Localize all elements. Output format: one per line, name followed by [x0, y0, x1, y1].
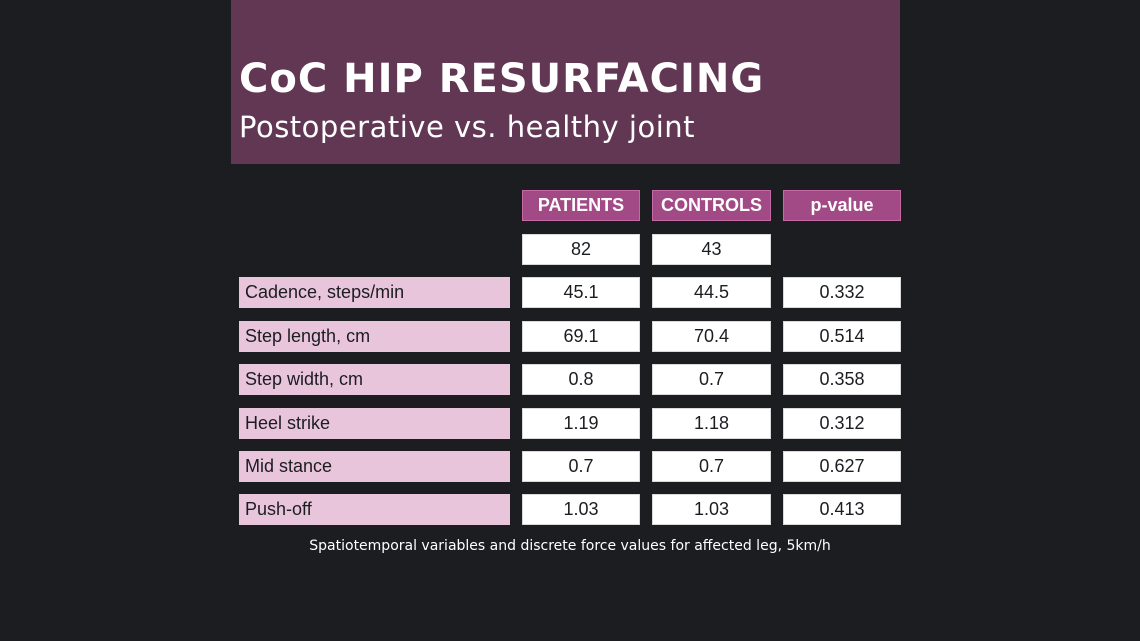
controls-count-cell: 43	[652, 234, 771, 265]
push-off-patients-cell: 1.03	[522, 494, 640, 525]
step-length-patients-cell: 69.1	[522, 321, 640, 352]
row-label-mid-stance: Mid stance	[239, 451, 510, 482]
row-label-cadence: Cadence, steps/min	[239, 277, 510, 308]
cadence-p-value-cell: 0.332	[783, 277, 901, 308]
page-subtitle: Postoperative vs. healthy joint	[239, 110, 696, 144]
heel-strike-controls-cell: 1.18	[652, 408, 771, 439]
mid-stance-p-value-cell: 0.627	[783, 451, 901, 482]
patients-count-cell: 82	[522, 234, 640, 265]
column-header-patients: PATIENTS	[522, 190, 640, 221]
push-off-p-value-cell: 0.413	[783, 494, 901, 525]
mid-stance-patients-cell: 0.7	[522, 451, 640, 482]
cadence-patients-cell: 45.1	[522, 277, 640, 308]
row-label-heel-strike: Heel strike	[239, 408, 510, 439]
step-width-patients-cell: 0.8	[522, 364, 640, 395]
step-length-controls-cell: 70.4	[652, 321, 771, 352]
row-label-step-length: Step length, cm	[239, 321, 510, 352]
mid-stance-controls-cell: 0.7	[652, 451, 771, 482]
cadence-controls-cell: 44.5	[652, 277, 771, 308]
row-label-push-off: Push-off	[239, 494, 510, 525]
push-off-controls-cell: 1.03	[652, 494, 771, 525]
column-header-p-value: p-value	[783, 190, 901, 221]
step-width-controls-cell: 0.7	[652, 364, 771, 395]
step-width-p-value-cell: 0.358	[783, 364, 901, 395]
column-header-controls: CONTROLS	[652, 190, 771, 221]
title-banner	[231, 0, 900, 164]
page-title: CoC HIP RESURFACING	[239, 56, 765, 102]
step-length-p-value-cell: 0.514	[783, 321, 901, 352]
table-caption: Spatiotemporal variables and discrete fo…	[309, 538, 831, 554]
heel-strike-p-value-cell: 0.312	[783, 408, 901, 439]
heel-strike-patients-cell: 1.19	[522, 408, 640, 439]
row-label-step-width: Step width, cm	[239, 364, 510, 395]
